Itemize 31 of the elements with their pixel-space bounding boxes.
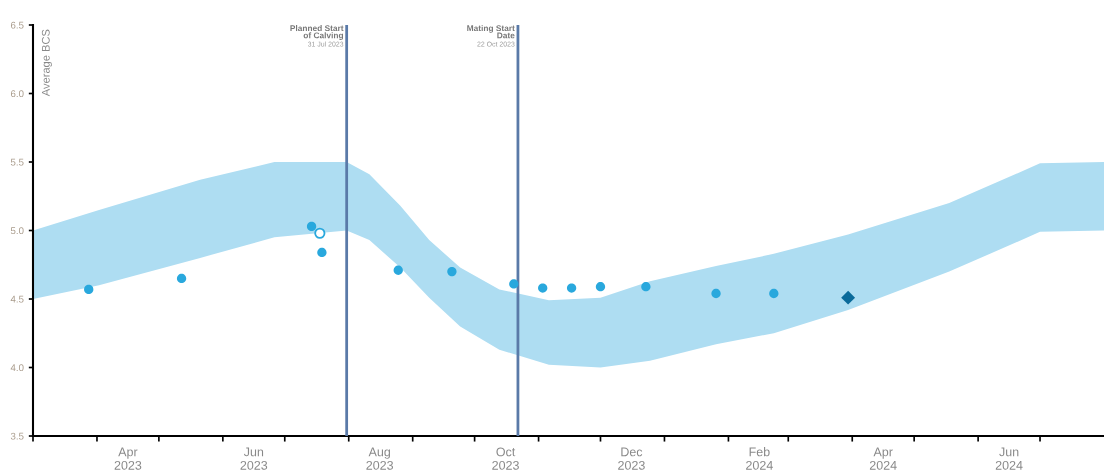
point	[841, 290, 856, 305]
point	[711, 288, 721, 299]
point	[769, 288, 779, 299]
point	[317, 247, 327, 258]
x-tick-label: Apr 2024	[869, 447, 897, 470]
point	[538, 283, 548, 293]
y-tick-label: 4.0	[10, 364, 24, 372]
x-tick-label: Oct 2023	[492, 447, 519, 470]
point	[595, 282, 606, 292]
point	[176, 273, 187, 284]
x-tick-label: Dec 2023	[618, 447, 645, 470]
point	[566, 283, 577, 293]
point	[84, 284, 94, 295]
y-tick-label: 4.5	[10, 295, 24, 303]
y-axis-title: Average BCS	[41, 29, 52, 97]
y-tick-label: 6.0	[10, 90, 24, 98]
point	[447, 266, 457, 277]
point	[393, 265, 403, 275]
x-tick-label: Apr 2023	[114, 447, 142, 470]
x-tick-label: Jun 2024	[995, 447, 1023, 470]
y-tick-label: 6.5	[10, 21, 24, 29]
x-tick-label: Jun 2023	[240, 447, 268, 470]
x-tick-label: Aug 2023	[366, 447, 394, 470]
x-tick-label: Feb 2024	[746, 447, 773, 470]
y-tick-label: 5.5	[10, 158, 24, 166]
point	[306, 221, 317, 232]
point	[509, 279, 519, 289]
y-tick-label: 5.0	[10, 227, 24, 235]
point	[641, 282, 651, 292]
y-tick-label: 3.5	[10, 432, 24, 440]
point	[314, 227, 326, 239]
